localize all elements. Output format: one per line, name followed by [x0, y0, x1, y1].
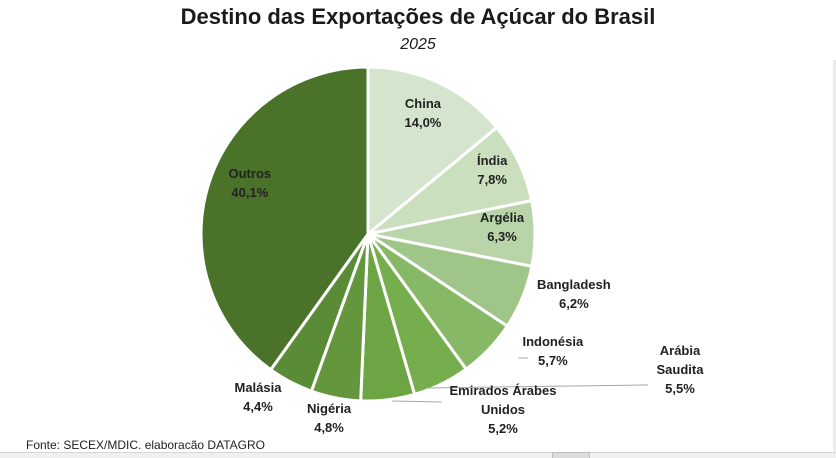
slice-value-argelia: 6,3% — [487, 229, 517, 244]
pie-slice-china — [366, 65, 499, 236]
slice-value-bangladesh: 6,2% — [559, 296, 589, 311]
slice-name-indonesia: Indonésia — [522, 334, 584, 349]
right-edge-bar — [833, 60, 836, 452]
source-note: Fonte: SECEX/MDIC. elaboracão DATAGRO — [26, 438, 265, 452]
slice-value-india: 7,8% — [477, 172, 507, 187]
slice-value-indonesia: 5,7% — [538, 353, 568, 368]
slice-label-indonesia: Indonésia 5,7% — [523, 332, 584, 370]
slice-label-outros: Outros 40,1% — [229, 164, 272, 202]
slice-value-arabia-saudita: 5,5% — [665, 381, 695, 396]
slice-name-arabia-saudita-1: Arábia — [659, 343, 701, 358]
slice-label-argelia: Argélia 6,3% — [480, 208, 524, 246]
slice-name-bangladesh: Bangladesh — [537, 277, 611, 292]
slice-label-malasia: Malásia 4,4% — [235, 378, 282, 416]
slice-name-india: Índia — [477, 153, 508, 168]
leader-line-emirados-arabes-unidos — [391, 400, 443, 403]
slice-name-nigeria: Nigéria — [307, 401, 352, 416]
slice-value-china: 14,0% — [404, 115, 442, 130]
slice-name-malasia: Malásia — [234, 380, 282, 395]
bottom-strip-button[interactable] — [552, 452, 590, 458]
slice-label-nigeria: Nigéria 4,8% — [307, 399, 351, 437]
slice-name-emirados-arabes-unidos-1: Emirados Árabes — [449, 383, 557, 398]
slice-value-emirados-arabes-unidos: 5,2% — [488, 421, 518, 436]
slice-name-outros: Outros — [228, 166, 272, 181]
slice-value-nigeria: 4,8% — [314, 420, 344, 435]
slice-name-emirados-arabes-unidos-2: Unidos — [480, 402, 525, 417]
slice-name-arabia-saudita-2: Saudita — [656, 362, 704, 377]
slice-label-arabia-saudita: Arábia Saudita 5,5% — [657, 341, 704, 398]
bottom-scroll-strip — [0, 452, 836, 458]
pie-slice-outros — [199, 65, 370, 372]
chart-subtitle: 2025 — [400, 36, 436, 53]
leader-line-arabia-saudita — [425, 384, 649, 389]
slice-name-china: China — [404, 96, 441, 111]
slice-name-argelia: Argélia — [480, 210, 525, 225]
slice-label-india: Índia 7,8% — [477, 151, 507, 189]
chart-title: Destino das Exportações de Açúcar do Bra… — [180, 4, 656, 29]
slice-label-emirados-arabes-unidos: Emirados Árabes Unidos 5,2% — [450, 381, 557, 438]
slice-label-bangladesh: Bangladesh 6,2% — [537, 275, 611, 313]
slice-value-malasia: 4,4% — [243, 399, 273, 414]
slice-label-china: China 14,0% — [405, 94, 442, 132]
slice-value-outros: 40,1% — [231, 185, 269, 200]
